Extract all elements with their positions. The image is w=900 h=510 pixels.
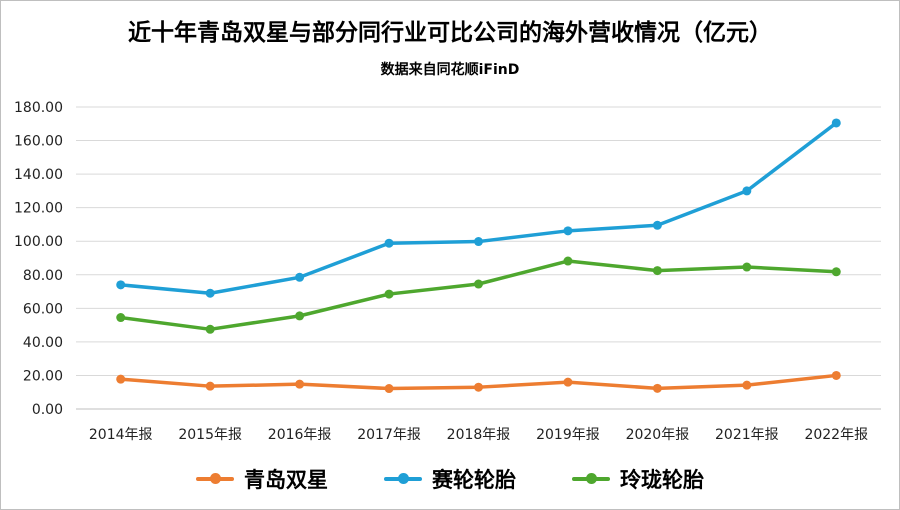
legend-label: 赛轮轮胎 [432,468,516,492]
data-point [652,383,662,393]
legend-swatch-linglong [572,473,610,484]
data-point [742,186,752,196]
data-point [205,324,215,334]
x-tick-label: 2018年报 [447,427,511,443]
data-point [742,262,752,272]
data-point [652,220,662,230]
y-tick-label: 140.00 [14,167,63,183]
data-point [563,226,573,236]
y-tick-label: 40.00 [23,335,63,351]
data-point [295,311,305,321]
data-point [474,279,483,289]
legend-item-sailun: 赛轮轮胎 [384,464,516,494]
data-point [652,266,662,276]
x-tick-label: 2022年报 [804,427,868,443]
x-tick-label: 2021年报 [715,427,779,443]
grid-lines [76,106,881,410]
y-axis-ticks: 0.00 20.00 40.00 60.00 80.00 100.00 120.00 140.… [14,100,63,418]
x-tick-label: 2014年报 [89,427,153,443]
legend-swatch-qingdao-doublestar [196,473,234,484]
data-point [474,237,483,247]
y-tick-label: 60.00 [23,301,63,317]
data-point [474,382,483,392]
data-point [116,313,126,323]
x-tick-label: 2015年报 [178,427,242,443]
series-2 [116,256,841,334]
y-tick-label: 20.00 [23,368,63,384]
legend-swatch-sailun [384,473,422,484]
data-point [116,280,126,290]
x-tick-label: 2020年报 [626,427,690,443]
data-point [205,381,215,391]
data-point [742,380,752,390]
y-tick-label: 120.00 [14,201,63,217]
data-point [831,370,841,380]
data-point [384,289,394,299]
chart-subtitle: 数据来自同花顺iFinD [380,62,520,78]
y-tick-label: 180.00 [14,100,63,116]
data-point [295,272,305,282]
y-tick-label: 160.00 [14,134,63,150]
y-tick-label: 0.00 [32,402,63,418]
y-tick-label: 80.00 [23,268,63,284]
chart-title: 近十年青岛双星与部分同行业可比公司的海外营收情况（亿元） [128,20,772,46]
legend-item-linglong: 玲珑轮胎 [572,464,704,494]
data-point [831,118,841,128]
series-0 [116,370,841,394]
x-axis-ticks: 2014年报 2015年报 2016年报 2017年报 2018年报 2019年报 2020… [89,427,868,443]
legend-label: 青岛双星 [244,468,328,492]
plot-area: 0.00 20.00 40.00 60.00 80.00 100.00 120.00 140.… [14,100,881,443]
x-tick-label: 2019年报 [536,427,600,443]
legend-item-qingdao-doublestar: 青岛双星 [196,464,328,494]
data-point [205,288,215,298]
legend-label: 玲珑轮胎 [620,468,704,492]
x-tick-label: 2016年报 [268,427,332,443]
data-point [563,377,573,387]
legend: 青岛双星 赛轮轮胎 玲珑轮胎 [1,464,899,494]
y-tick-label: 100.00 [14,234,63,250]
series-lines [116,118,841,394]
x-tick-label: 2017年报 [357,427,421,443]
data-point [295,379,305,389]
data-point [563,256,573,266]
series-line [118,259,839,332]
data-point [831,267,841,277]
data-point [384,384,394,394]
series-1 [116,118,841,298]
data-point [384,238,394,248]
data-point [116,374,126,384]
